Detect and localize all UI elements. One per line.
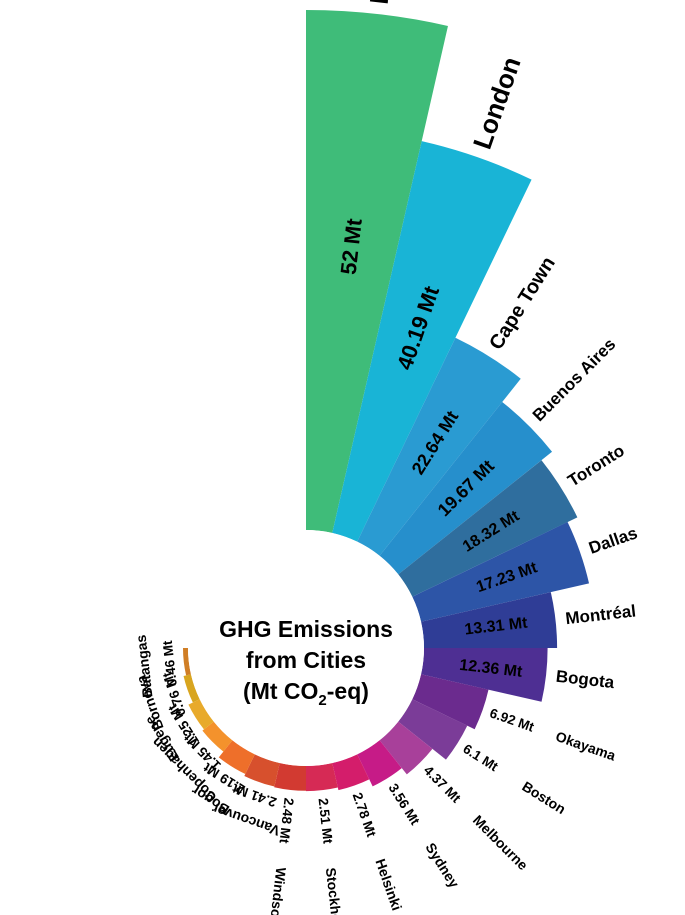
city-label-bogota: Bogota bbox=[555, 667, 616, 692]
bar-stockholm bbox=[306, 763, 338, 792]
bar-bogota bbox=[421, 648, 548, 702]
city-label-toronto: Toronto bbox=[564, 441, 627, 491]
bar-windsor bbox=[274, 763, 306, 791]
value-label-okayama: 6.92 Mt bbox=[488, 705, 537, 734]
bar-dallas bbox=[412, 522, 590, 622]
city-label-sydney: Sydney bbox=[422, 840, 462, 891]
value-label-windsor: 2.48 Mt bbox=[276, 797, 296, 845]
value-label-helsinki: 2.78 Mt bbox=[350, 791, 379, 840]
bar-eugene bbox=[188, 699, 214, 730]
city-label-buenos-aires: Buenos Aires bbox=[529, 335, 619, 425]
value-label-batangas: 0.46 Mt bbox=[160, 639, 180, 687]
bar-copenhagen bbox=[202, 721, 233, 752]
value-label-melbourne: 4.37 Mt bbox=[421, 763, 464, 806]
title-line-1: GHG Emissions bbox=[219, 616, 393, 642]
bar-boston bbox=[398, 699, 468, 760]
city-label-london: London bbox=[467, 53, 527, 153]
unit-line: (Mt CO2-eq) bbox=[243, 678, 369, 709]
city-label-boston: Boston bbox=[519, 778, 568, 817]
bar-bornova bbox=[183, 674, 200, 703]
city-label-okayama: Okayama bbox=[554, 728, 618, 764]
city-label-montreal: Montréal bbox=[564, 601, 637, 628]
bar-buenos-aires bbox=[379, 401, 553, 575]
value-label-boston: 6.1 Mt bbox=[460, 741, 501, 774]
bar-helsinki bbox=[332, 754, 370, 791]
unit-prefix: (Mt CO bbox=[243, 678, 318, 704]
bar-montreal bbox=[421, 592, 558, 648]
bar-sydney bbox=[357, 740, 402, 787]
title-line-2: from Cities bbox=[246, 647, 366, 673]
bar-melbourne bbox=[379, 721, 433, 775]
center-hole bbox=[188, 530, 424, 766]
bar-okayama bbox=[412, 674, 489, 730]
bar-batangas bbox=[183, 648, 191, 676]
bar-toronto bbox=[398, 460, 578, 597]
city-label-cape-town: Cape Town bbox=[485, 253, 560, 354]
city-label-stockholm: Stockholm bbox=[323, 867, 347, 915]
city-label-windsor: Windsor bbox=[267, 867, 289, 915]
bar-group bbox=[183, 10, 590, 792]
chart-title: GHG Emissions from Cities (Mt CO2-eq) bbox=[219, 616, 393, 709]
city-label-helsinki: Helsinki bbox=[372, 857, 405, 913]
city-label-batangas: Batangas bbox=[133, 634, 156, 699]
value-label-sydney: 3.56 Mt bbox=[386, 781, 423, 828]
bar-london bbox=[332, 141, 532, 542]
unit-subscript: 2 bbox=[318, 692, 326, 709]
unit-suffix: -eq) bbox=[327, 678, 369, 704]
city-label-new-york: New York bbox=[364, 0, 407, 6]
city-label-dallas: Dallas bbox=[586, 523, 640, 557]
city-label-melbourne: Melbourne bbox=[470, 812, 532, 874]
value-label-stockholm: 2.51 Mt bbox=[315, 797, 335, 845]
bar-new-york bbox=[306, 10, 448, 533]
bar-vancouver bbox=[244, 754, 280, 787]
bar-bogor bbox=[218, 740, 255, 775]
bar-cape-town bbox=[357, 337, 521, 556]
